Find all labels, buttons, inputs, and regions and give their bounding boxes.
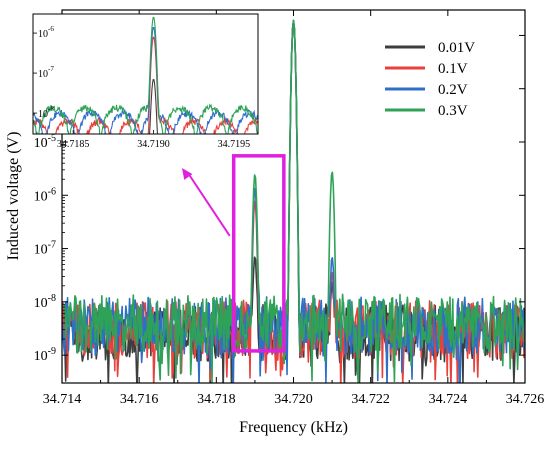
y-tick-label: 10-7 bbox=[34, 240, 56, 258]
y-axis-title: Induced voltage (V) bbox=[5, 132, 22, 261]
x-tick-label: 34.714 bbox=[43, 392, 82, 407]
inset-y-tick-label-base: 10 bbox=[38, 29, 48, 40]
y-tick-label-exponent: -6 bbox=[48, 186, 56, 197]
y-tick-label-base: 10 bbox=[34, 136, 48, 151]
inset-y-tick-label-exponent: -6 bbox=[48, 25, 54, 33]
y-tick-label-base: 10 bbox=[34, 189, 48, 204]
highlight-box bbox=[231, 154, 286, 353]
legend-label: 0.2V bbox=[438, 82, 468, 98]
y-tick-label: 10-5 bbox=[34, 133, 56, 151]
y-tick-label-base: 10 bbox=[34, 296, 48, 311]
inset-x-tick-label: 34.7195 bbox=[218, 139, 251, 150]
x-axis: 34.714 34.716 34.718 34.720 34.722 34.724 34.7… bbox=[43, 10, 545, 407]
y-tick-label: 10-6 bbox=[34, 186, 56, 204]
inset-x-axis: 34.7185 34.7190 34.7195 bbox=[57, 130, 250, 150]
y-tick-label: 10-9 bbox=[34, 346, 56, 364]
inset-y-tick-label-base: 10 bbox=[38, 109, 48, 120]
inset-series-line-0.3V bbox=[33, 16, 258, 134]
inset-y-tick-label-base: 10 bbox=[38, 69, 48, 80]
highlight-annotation bbox=[182, 154, 286, 353]
inset-frame bbox=[32, 13, 259, 135]
y-tick-label-base: 10 bbox=[34, 243, 48, 258]
x-tick-label: 34.722 bbox=[351, 392, 390, 407]
y-tick-label: 10-8 bbox=[34, 293, 56, 311]
inset-y-tick-label: 10-6 bbox=[38, 25, 54, 40]
y-tick-label-exponent: -5 bbox=[48, 133, 56, 144]
inset-x-tick-label: 34.7190 bbox=[137, 139, 170, 150]
x-tick-label: 34.718 bbox=[197, 392, 236, 407]
y-tick-label-base: 10 bbox=[34, 349, 48, 364]
inset-chart: 34.7185 34.7190 34.7195 10-810-710-6 bbox=[32, 13, 259, 150]
legend-label: 0.01V bbox=[438, 40, 475, 56]
inset-series-group bbox=[33, 16, 258, 134]
x-axis-title: Frequency (kHz) bbox=[239, 419, 348, 436]
inset-y-tick-label: 10-8 bbox=[38, 105, 54, 120]
y-tick-label-exponent: -8 bbox=[48, 293, 56, 304]
y-tick-label-exponent: -7 bbox=[48, 240, 56, 251]
inset-x-tick-label: 34.7185 bbox=[57, 139, 90, 150]
x-tick-label: 34.724 bbox=[429, 392, 468, 407]
legend-label: 0.1V bbox=[438, 61, 468, 77]
legend-label: 0.3V bbox=[438, 103, 468, 119]
x-tick-label: 34.716 bbox=[120, 392, 159, 407]
main-series-group bbox=[62, 19, 525, 383]
y-tick-label-exponent: -9 bbox=[48, 346, 56, 357]
inset-y-tick-label-exponent: -7 bbox=[48, 65, 54, 73]
highlight-arrowhead bbox=[182, 168, 193, 180]
x-tick-label: 34.720 bbox=[274, 392, 313, 407]
legend: 0.01V 0.1V 0.2V 0.3V bbox=[385, 40, 475, 119]
inset-y-axis: 10-810-710-6 bbox=[33, 25, 54, 120]
inset-y-tick-label: 10-7 bbox=[38, 65, 54, 80]
series-line-0.3V bbox=[62, 19, 525, 383]
highlight-arrow bbox=[187, 172, 231, 237]
x-tick-label: 34.726 bbox=[506, 392, 545, 407]
inset-y-tick-label-exponent: -8 bbox=[48, 105, 54, 113]
